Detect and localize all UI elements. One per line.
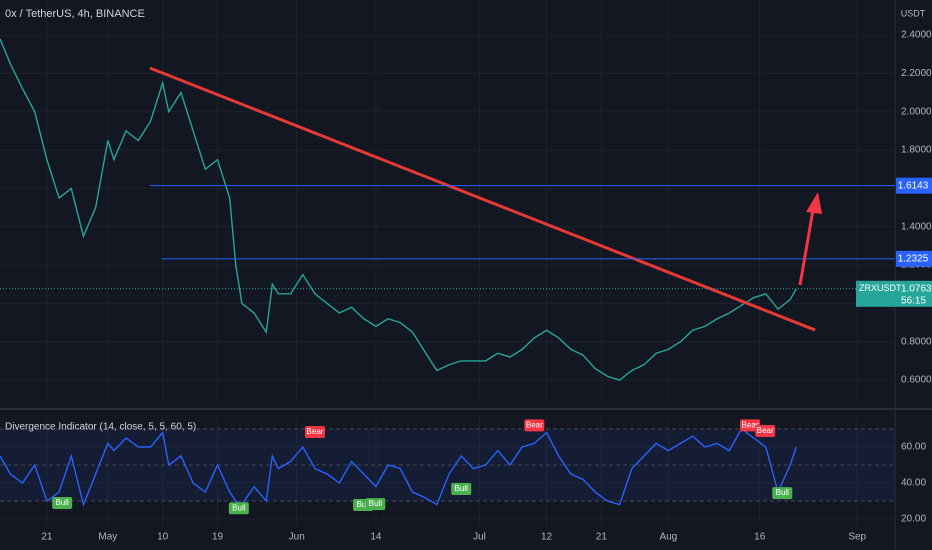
signal-label: Bear [307, 427, 324, 436]
x-tick-label: Jun [289, 532, 305, 543]
x-tick-label: May [98, 532, 117, 543]
y-tick-label: 2.2000 [901, 68, 932, 79]
signal-label: Bull [232, 503, 246, 512]
signal-box [52, 497, 73, 510]
x-tick-label: 21 [596, 532, 608, 543]
signal-label: Bull [455, 484, 469, 493]
signal-box [228, 502, 249, 515]
indicator-title: Divergence Indicator (14, close, 5, 5, 6… [5, 422, 196, 433]
arrow-head [806, 192, 822, 214]
y-tick-label: 2.0000 [901, 106, 932, 117]
x-tick-label: 21 [41, 532, 53, 543]
signal-box [304, 426, 325, 439]
last-price-label: 1.0763 [901, 283, 932, 294]
y-tick-label: 0.6000 [901, 375, 932, 386]
x-tick-label: 19 [212, 532, 224, 543]
signal-label: Bear [526, 420, 543, 429]
indicator-line [0, 427, 797, 507]
y-tick-label: 40.00 [901, 478, 926, 489]
x-tick-label: 10 [157, 532, 169, 543]
axis-unit: USDT [901, 8, 926, 18]
x-tick-label: 12 [541, 532, 553, 543]
signal-label: Bull [356, 500, 370, 509]
y-tick-label: 1.4000 [901, 221, 932, 232]
signal-label: Bear [742, 420, 759, 429]
y-tick-label: 0.8000 [901, 336, 932, 347]
signal-box [451, 482, 472, 495]
price-label: 1.6143 [898, 180, 929, 191]
y-tick-label: 1.8000 [901, 145, 932, 156]
y-tick-label: 60.00 [901, 442, 926, 453]
signal-box [365, 498, 386, 511]
price-label: 1.2325 [898, 253, 929, 264]
symbol-label: ZRXUSDT [859, 283, 902, 293]
countdown: 56:15 [901, 295, 926, 306]
signal-box [772, 487, 793, 500]
chart-title: 0x / TetherUS, 4h, BINANCE [5, 8, 145, 20]
x-tick-label: 14 [370, 532, 382, 543]
last-price-box [856, 280, 932, 307]
signal-label: Bull [55, 498, 69, 507]
trendline [149, 66, 816, 332]
signal-box [739, 419, 760, 432]
signal-label: Bull [369, 499, 383, 508]
y-tick-label: 20.00 [901, 514, 926, 525]
x-tick-label: Sep [848, 532, 866, 543]
x-tick-label: 16 [754, 532, 766, 543]
price-label-box [896, 250, 932, 267]
signal-box [755, 424, 776, 437]
price-label-box [896, 177, 932, 194]
x-tick-label: Aug [659, 532, 677, 543]
arrow [798, 209, 815, 286]
x-tick-label: Jul [473, 532, 486, 543]
signal-label: Bull [776, 488, 790, 497]
signal-box [524, 419, 545, 432]
signal-label: Bear [757, 426, 774, 435]
price-line [0, 38, 797, 381]
y-tick-label: 2.4000 [901, 30, 932, 41]
